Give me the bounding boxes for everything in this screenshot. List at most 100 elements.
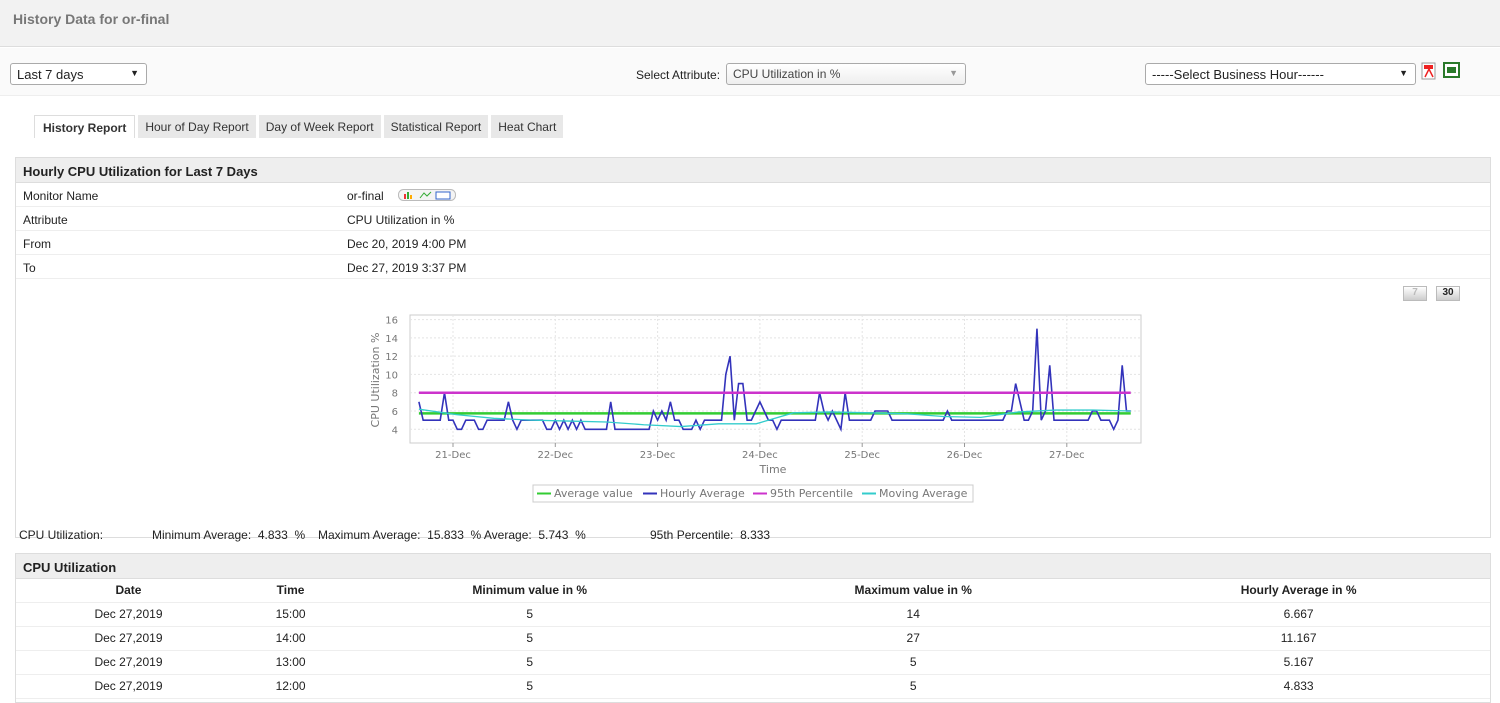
y-tick-label: 12 (385, 352, 398, 363)
p95-value: 8.333 (740, 528, 771, 542)
tab-history-report[interactable]: History Report (34, 115, 136, 138)
x-axis-label: Time (759, 463, 787, 476)
table-cell: 4.833 (1107, 674, 1490, 699)
stats-p95: 95th Percentile: 8.333 (650, 528, 770, 542)
table-cell: Dec 27,2019 (16, 674, 241, 699)
y-tick-label: 14 (385, 334, 398, 345)
legend-entry: Average value (554, 487, 633, 500)
table-cell: 5 (340, 602, 720, 627)
info-label: From (23, 237, 51, 251)
unit: % (575, 528, 586, 542)
column-header[interactable]: Time (240, 579, 341, 603)
y-axis-label: CPU Utilization % (369, 333, 382, 428)
info-row-attribute: Attribute CPU Utilization in % (16, 207, 1490, 231)
max-value: 15.833 (427, 528, 464, 542)
toolbar: Last 7 days ▼ Select Attribute: CPU Utili… (0, 48, 1500, 96)
table-cell: 14:00 (240, 626, 341, 651)
pdf-icon[interactable] (1421, 62, 1437, 80)
report-tabs: History Report Hour of Day Report Day of… (34, 115, 564, 138)
stats-max: Maximum Average: 15.833 % Average: 5.743… (318, 528, 586, 542)
table-cell: 12:00 (240, 674, 341, 699)
unit: % (470, 528, 482, 542)
table-cell: Dec 27,2019 (16, 626, 241, 651)
table-cell: Dec 27,2019 (16, 650, 241, 675)
period-30-button[interactable]: 30 (1436, 286, 1460, 301)
attribute-label: Select Attribute: (636, 68, 721, 82)
tab-day-of-week-report[interactable]: Day of Week Report (258, 115, 381, 138)
chevron-down-icon: ▼ (1399, 68, 1408, 78)
y-tick-label: 8 (392, 389, 398, 400)
period-select[interactable]: Last 7 days ▼ (10, 63, 147, 85)
stats-min: Minimum Average: 4.833 % (152, 528, 305, 542)
info-label: Monitor Name (23, 189, 99, 203)
legend-entry: Hourly Average (660, 487, 745, 500)
info-row-from: From Dec 20, 2019 4:00 PM (16, 231, 1490, 255)
table-cell: 27 (719, 626, 1108, 651)
table-row: Dec 27,2019 15:00 5 14 6.667 (16, 602, 1490, 627)
plot-area (409, 314, 1142, 444)
table-row: Dec 27,2019 14:00 5 27 11.167 (16, 626, 1490, 651)
x-tick-label: 27-Dec (1049, 450, 1085, 461)
attribute-value: CPU Utilization in % (733, 67, 841, 81)
csv-icon[interactable] (1443, 62, 1460, 78)
table-cell: 6.667 (1107, 602, 1490, 627)
info-row-to: To Dec 27, 2019 3:37 PM (16, 255, 1490, 279)
business-hour-select[interactable]: -----Select Business Hour------ ▼ (1145, 63, 1416, 85)
tab-statistical-report[interactable]: Statistical Report (383, 115, 489, 138)
page-title: History Data for or-final (13, 11, 170, 27)
monitor-report-icons[interactable] (398, 189, 456, 201)
table-cell: 11.167 (1107, 626, 1490, 651)
x-tick-label: 23-Dec (640, 450, 676, 461)
report-title: Hourly CPU Utilization for Last 7 Days (16, 158, 1490, 183)
table-cell: 5 (340, 626, 720, 651)
business-hour-value: -----Select Business Hour------ (1152, 67, 1324, 82)
column-header[interactable]: Hourly Average in % (1107, 579, 1490, 603)
legend-entry: Moving Average (879, 487, 968, 500)
info-value: CPU Utilization in % (347, 213, 455, 227)
table-cell: 5 (719, 650, 1108, 675)
table-cell: 5 (719, 674, 1108, 699)
table-cell: 5 (340, 650, 720, 675)
y-tick-label: 6 (392, 407, 398, 418)
stats-label: CPU Utilization: (19, 528, 104, 542)
column-header[interactable]: Maximum value in % (719, 579, 1108, 603)
x-tick-label: 22-Dec (537, 450, 573, 461)
y-tick-label: 16 (385, 316, 398, 327)
info-label: To (23, 261, 36, 275)
avg-label: Average: (483, 528, 532, 542)
info-value: Dec 20, 2019 4:00 PM (347, 237, 467, 251)
table-cell: 14 (719, 602, 1108, 627)
table-cell: 5.167 (1107, 650, 1490, 675)
period-7-button[interactable]: 7 (1403, 286, 1427, 301)
series-line-moving-average (418, 408, 1131, 428)
chevron-down-icon: ▼ (949, 68, 958, 78)
min-label: Minimum Average: (152, 528, 252, 542)
table-title: CPU Utilization (16, 554, 1490, 579)
table-cell: 5 (340, 674, 720, 699)
min-value: 4.833 (257, 528, 288, 542)
column-header[interactable]: Date (16, 579, 241, 603)
page-header: History Data for or-final (0, 0, 1500, 47)
table-cell: 13:00 (240, 650, 341, 675)
y-tick-label: 4 (392, 425, 398, 436)
cpu-history-chart: 4 6 8 10 12 14 16 21-Dec 22-Dec 23-Dec 24-Dec 25-De… (369, 314, 1142, 503)
y-tick-label: 10 (385, 370, 398, 381)
x-tick-label: 24-Dec (742, 450, 778, 461)
p95-label: 95th Percentile: (650, 528, 734, 542)
column-header[interactable]: Minimum value in % (340, 579, 720, 603)
x-tick-label: 26-Dec (947, 450, 983, 461)
info-value: Dec 27, 2019 3:37 PM (347, 261, 467, 275)
table-row: Dec 27,2019 13:00 5 5 5.167 (16, 650, 1490, 675)
history-report-panel: Hourly CPU Utilization for Last 7 Days M… (15, 157, 1491, 542)
avg-value: 5.743 (538, 528, 569, 542)
cpu-utilization-table: Date Time Minimum value in % Maximum value … (16, 579, 1490, 699)
table-cell: Dec 27,2019 (16, 602, 241, 627)
max-label: Maximum Average: (318, 528, 421, 542)
attribute-select[interactable]: CPU Utilization in % ▼ (726, 63, 966, 85)
legend-entry: 95th Percentile (770, 487, 853, 500)
tab-hour-of-day-report[interactable]: Hour of Day Report (138, 115, 256, 138)
tab-heat-chart[interactable]: Heat Chart (491, 115, 564, 138)
monitor-name-link[interactable]: or-final (347, 189, 384, 203)
chart-legend: Average value Hourly Average 95th Percenti… (532, 484, 974, 503)
cpu-utilization-panel: CPU Utilization Date Time Minimum value in… (15, 553, 1491, 703)
